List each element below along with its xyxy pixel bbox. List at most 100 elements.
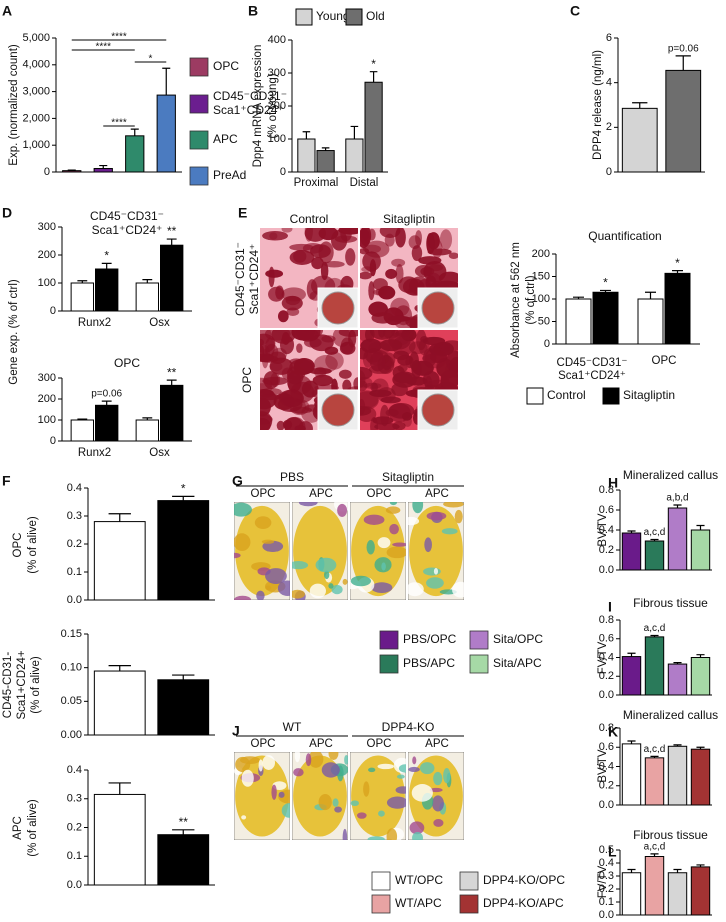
significance-label: p=0.06 <box>91 389 122 400</box>
stain-blob <box>338 228 358 235</box>
y-axis-label: BV/TV <box>597 749 609 783</box>
stain-blob <box>379 339 403 352</box>
stain-blob <box>324 346 339 355</box>
stain-blob <box>338 369 352 379</box>
tissue <box>409 821 425 835</box>
significance-label: a,c,d <box>644 527 666 538</box>
bar <box>621 107 658 173</box>
bar <box>157 679 210 736</box>
stain-blob <box>370 382 379 392</box>
bar <box>592 291 619 345</box>
bar <box>637 298 664 345</box>
error-bar <box>632 102 648 109</box>
stain-blob <box>260 414 273 425</box>
tissue <box>392 542 406 547</box>
stain-blob <box>260 394 281 401</box>
legend-label-box: PBS/APC <box>403 656 455 670</box>
y-tick-label: 0.6 <box>599 741 614 753</box>
legend-label-box: CD45⁻CD31⁻ Sca1⁺CD24⁺ <box>213 89 287 117</box>
legend-label-box: WT/OPC <box>395 873 443 887</box>
legend-swatch <box>469 654 489 674</box>
legend-swatch <box>189 166 209 186</box>
bar <box>565 298 592 345</box>
y-tick-label: 0.1 <box>599 896 614 908</box>
y-tick-label: 2,000 <box>22 112 50 124</box>
bar <box>621 872 642 916</box>
tissue <box>308 752 324 768</box>
stain-blob <box>385 408 399 417</box>
stain-blob <box>378 330 386 338</box>
stain-blob <box>360 228 370 249</box>
significance-label: * <box>371 57 376 71</box>
chart-title: Quantification <box>588 229 662 244</box>
bar <box>621 532 642 571</box>
row-label-box: OPC <box>240 367 254 393</box>
tissue <box>234 502 252 517</box>
stain-blob <box>285 295 301 306</box>
bar <box>62 170 82 173</box>
bar <box>95 268 119 312</box>
y-tick-label: 0.4 <box>599 524 614 536</box>
bar <box>690 657 711 696</box>
legend-label: Sitagliptin <box>623 388 675 402</box>
x-tick-label-box: Runx2 <box>78 317 111 329</box>
column-label: Sitagliptin <box>383 212 435 226</box>
stain-blob <box>440 369 458 390</box>
stain-blob <box>282 419 293 430</box>
stain-blob <box>281 228 293 233</box>
y-axis-label: Absorbance at 562 nm <box>510 242 522 358</box>
stain-blob <box>380 396 401 404</box>
stain-blob <box>287 370 302 393</box>
chart-title: Fibrous tissue <box>633 596 708 611</box>
tissue <box>305 753 312 767</box>
stain-blob <box>397 354 413 366</box>
panel-letter: L <box>608 844 617 860</box>
image-group <box>360 330 458 430</box>
legend-label: PBS/OPC <box>403 632 457 647</box>
panel-letter: J <box>232 723 240 739</box>
stain-blob <box>304 228 313 242</box>
tissue <box>431 795 444 812</box>
chart-title-box: OPC <box>113 356 140 371</box>
y-tick-label: 200 <box>268 100 286 112</box>
tissue <box>419 762 435 775</box>
legend-label: DPP4-KO/OPC <box>483 873 566 888</box>
tissue <box>331 584 343 595</box>
tissue <box>265 585 272 591</box>
y-tick-label: 1,000 <box>22 139 50 151</box>
stain-blob <box>372 278 388 291</box>
y-tick-label: 100 <box>38 277 56 289</box>
significance-label: a,c,d <box>644 842 666 853</box>
tissue <box>408 582 424 597</box>
x-tick-label: Osx <box>149 317 170 330</box>
y-axis-label: (% of alive) <box>27 516 39 574</box>
stain-blob <box>392 421 406 430</box>
tissue <box>412 756 417 765</box>
significance-label: ** <box>167 365 177 379</box>
legend-label: Young <box>316 9 350 23</box>
error-bar <box>108 665 131 672</box>
error-bar <box>172 829 195 835</box>
y-tick-label: 0 <box>544 338 550 350</box>
tissue <box>408 766 420 773</box>
stain-blob <box>320 261 329 281</box>
legend-label: Sita/OPC <box>493 632 544 647</box>
chart-title: OPC <box>113 356 140 371</box>
bar <box>364 81 383 173</box>
stain-blob <box>334 235 358 243</box>
legend-swatch <box>459 871 479 891</box>
y-tick-label: 0.2 <box>599 544 614 556</box>
tissue <box>412 832 423 840</box>
chart-title: CD45⁻CD31⁻ Sca1⁺CD24⁺ <box>89 209 165 237</box>
stain-blob <box>260 333 276 354</box>
tissue <box>258 759 263 772</box>
legend-swatch <box>189 57 209 77</box>
bar <box>93 793 146 886</box>
group-label: Sitagliptin <box>382 470 434 484</box>
y-tick-label: 0.4 <box>599 857 614 869</box>
legend-swatch <box>295 8 313 26</box>
tissue <box>443 767 451 784</box>
well <box>421 291 455 325</box>
tissue <box>396 774 405 779</box>
stain-blob <box>263 371 279 390</box>
